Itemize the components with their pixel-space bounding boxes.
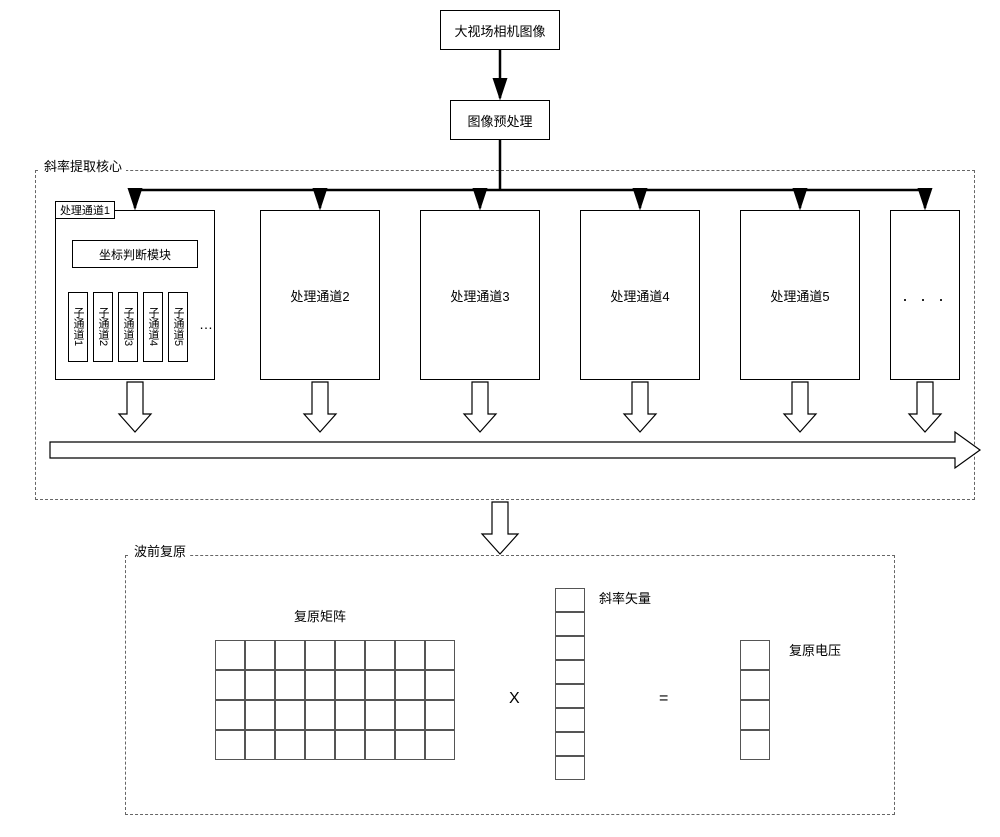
connectors-svg [0,0,1000,837]
